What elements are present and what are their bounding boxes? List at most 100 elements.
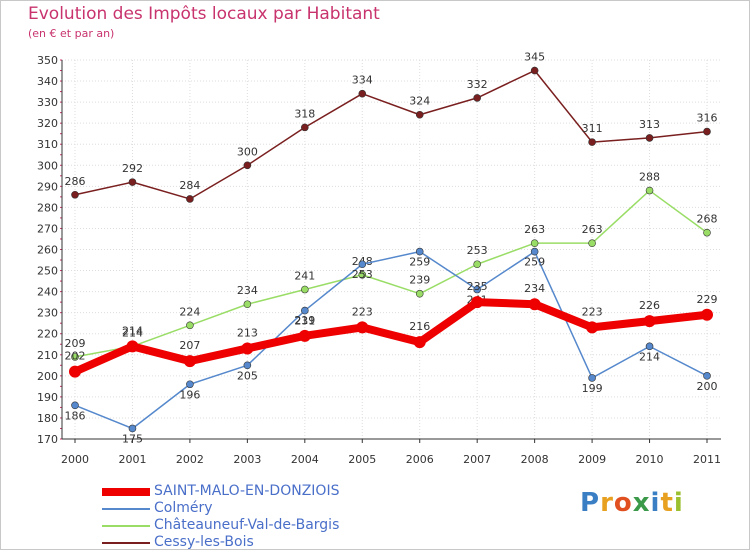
- data-point-cessy: [588, 138, 596, 146]
- x-tick-label: 2008: [521, 453, 549, 466]
- data-point-colmery: [243, 361, 252, 370]
- data-label-chateauneuf: 209: [65, 337, 86, 350]
- legend-swatch: [102, 525, 150, 527]
- y-tick-label: 190: [37, 391, 58, 404]
- data-label-chateauneuf: 224: [179, 305, 200, 318]
- data-label-saint-malo: 235: [467, 280, 488, 293]
- y-tick-label: 320: [37, 117, 58, 130]
- data-point-chateauneuf: [186, 321, 194, 330]
- data-label-chateauneuf: 253: [467, 244, 488, 257]
- data-label-colmery: 259: [524, 256, 545, 269]
- x-tick-label: 2007: [463, 453, 491, 466]
- data-point-saint-malo: [241, 342, 254, 355]
- data-point-cessy: [186, 195, 194, 203]
- data-point-cessy: [71, 190, 79, 199]
- data-point-chateauneuf: [358, 270, 367, 279]
- data-point-colmery: [186, 380, 194, 389]
- data-point-saint-malo: [183, 355, 196, 368]
- data-point-saint-malo: [586, 321, 599, 334]
- series-line-saint-malo: [71, 298, 711, 376]
- data-label-cessy: 345: [524, 51, 545, 64]
- legend-item-cessy[interactable]: Cessy-les-Bois: [100, 534, 400, 552]
- x-tick-label: 2006: [406, 453, 434, 466]
- legend-swatch: [102, 488, 150, 496]
- data-point-chateauneuf: [473, 260, 481, 269]
- logo-letter: t: [660, 488, 674, 518]
- data-label-cessy: 316: [697, 112, 718, 125]
- x-tick-label: 2010: [636, 453, 664, 466]
- data-point-chateauneuf: [645, 186, 654, 195]
- data-point-colmery: [128, 424, 137, 433]
- data-point-colmery: [301, 306, 309, 315]
- plot-area: [62, 60, 721, 439]
- data-label-colmery: 214: [639, 350, 660, 363]
- data-label-saint-malo: 216: [409, 320, 430, 333]
- y-tick-label: 350: [37, 54, 58, 67]
- legend-item-saint-malo[interactable]: SAINT-MALO-EN-DONZIOIS: [100, 483, 400, 501]
- data-label-colmery: 253: [352, 268, 373, 281]
- data-point-colmery: [473, 285, 481, 294]
- data-label-cessy: 286: [65, 175, 86, 188]
- data-label-saint-malo: 226: [639, 299, 660, 312]
- data-label-colmery: 259: [409, 256, 430, 269]
- legend-item-colmery[interactable]: Colméry: [100, 500, 400, 518]
- data-point-colmery: [358, 260, 367, 269]
- data-label-cessy: 300: [237, 145, 258, 158]
- data-point-cessy: [473, 94, 481, 102]
- data-point-saint-malo: [413, 336, 426, 349]
- legend: SAINT-MALO-EN-DONZIOIS Colméry Châteaune…: [100, 483, 400, 552]
- x-tick-label: 2005: [348, 453, 376, 466]
- line-chart: 170 180 190 200 210 220 230 240 250 260 270 280 290 3…: [37, 51, 721, 466]
- y-tick-label: 240: [37, 286, 58, 299]
- x-tick-label: 2011: [693, 453, 721, 466]
- data-label-colmery: 196: [179, 388, 200, 401]
- data-point-cessy: [243, 161, 252, 170]
- data-point-saint-malo: [126, 340, 139, 353]
- legend-swatch: [102, 508, 150, 510]
- y-tick-label: 220: [37, 328, 58, 341]
- data-point-chateauneuf: [71, 353, 79, 361]
- chart-title: Evolution des Impôts locaux par Habitant: [28, 4, 380, 24]
- data-label-colmery: 186: [65, 409, 86, 422]
- data-label-saint-malo: 219: [294, 314, 315, 327]
- y-tick-label: 210: [37, 349, 58, 362]
- data-label-saint-malo: 223: [582, 305, 603, 318]
- data-label-saint-malo: 202: [65, 350, 86, 363]
- data-point-colmery: [645, 342, 654, 351]
- data-label-chateauneuf: 234: [237, 284, 258, 297]
- data-point-cessy: [703, 127, 711, 136]
- logo-letter: P: [580, 488, 601, 518]
- series-line-cessy: [74, 69, 708, 200]
- logo-letter: o: [613, 488, 633, 518]
- data-label-cessy: 311: [582, 122, 603, 135]
- data-point-chateauneuf: [301, 285, 309, 294]
- data-point-saint-malo: [298, 329, 311, 342]
- data-point-chateauneuf: [243, 300, 252, 309]
- data-label-saint-malo: 207: [179, 339, 200, 352]
- data-point-saint-malo: [356, 321, 369, 334]
- y-tick-label: 200: [37, 370, 58, 383]
- logo-letter: i: [650, 488, 661, 518]
- x-tick-label: 2009: [578, 453, 606, 466]
- legend-label: SAINT-MALO-EN-DONZIOIS: [154, 483, 340, 499]
- data-label-chateauneuf: 288: [639, 171, 660, 184]
- data-point-colmery: [530, 247, 539, 256]
- data-point-colmery: [415, 247, 424, 256]
- chart-subtitle: (en € et par an): [28, 27, 115, 40]
- data-label-saint-malo: 213: [237, 326, 258, 339]
- y-tick-label: 290: [37, 180, 58, 193]
- data-label-cessy: 313: [639, 118, 660, 131]
- data-point-cessy: [128, 178, 137, 186]
- y-tick-label: 230: [37, 307, 58, 320]
- y-tick-label: 330: [37, 96, 58, 109]
- legend-label: Colméry: [154, 500, 213, 516]
- x-tick-label: 2003: [233, 453, 261, 466]
- data-label-colmery: 200: [697, 380, 718, 393]
- data-label-cessy: 318: [294, 107, 315, 120]
- data-point-cessy: [301, 123, 309, 132]
- data-label-saint-malo: 234: [524, 282, 545, 295]
- legend-item-chateauneuf[interactable]: Châteauneuf-Val-de-Bargis: [100, 517, 400, 535]
- data-label-cessy: 324: [409, 95, 430, 108]
- series-line-colmery: [74, 250, 708, 430]
- data-label-cessy: 334: [352, 74, 373, 87]
